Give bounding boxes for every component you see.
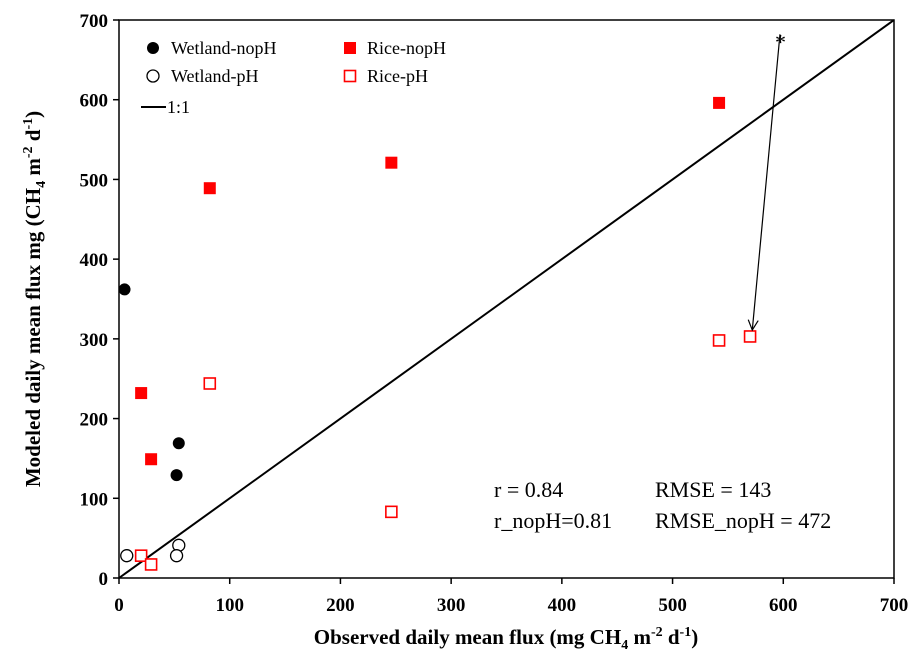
stat-rmse: RMSE = 143	[655, 477, 771, 502]
x-axis-title: Observed daily mean flux (mg CH4 m-2 d-1…	[314, 625, 698, 653]
x-tick-label: 200	[326, 595, 355, 616]
plot-frame	[118, 19, 895, 579]
x-axis-title-main: Observed daily mean flux (mg CH	[314, 625, 621, 649]
legend-marker-wetland-pH	[146, 69, 160, 83]
legend-label-wetland-pH: Wetland-pH	[171, 66, 259, 86]
y-tick-label: 500	[80, 170, 109, 191]
legend: Wetland-nopH Wetland-pH 1:1 Rice-nopH Ri…	[141, 38, 446, 117]
stat-rmse-nopH: RMSE_nopH = 472	[655, 508, 831, 533]
x-tick-label: 0	[114, 595, 124, 616]
y-axis-title-sub: 4	[34, 181, 49, 188]
point-rice-noph	[203, 182, 216, 195]
y-axis-title-sup2: -1	[21, 118, 36, 130]
point-wetland-ph	[169, 549, 184, 563]
point-rice-noph	[135, 387, 148, 400]
x-axis-title-end: )	[691, 625, 698, 649]
y-axis-title-mid: m	[21, 158, 45, 181]
x-axis-title-sup2: -1	[680, 625, 692, 640]
point-wetland-ph	[120, 549, 134, 563]
y-axis-title-main: Modeled daily mean flux mg (CH	[21, 188, 45, 487]
point-rice-noph	[713, 96, 726, 109]
annotation-asterisk: *	[775, 29, 786, 54]
point-wetland-noph	[118, 283, 131, 296]
y-tick-label: 100	[80, 489, 109, 510]
point-rice-ph	[712, 334, 726, 347]
legend-marker-wetland-nopH	[147, 42, 159, 54]
x-tick-label: 700	[880, 595, 909, 616]
x-tick-label: 100	[215, 595, 244, 616]
point-wetland-noph	[170, 469, 183, 482]
y-tick-label: 200	[80, 410, 109, 431]
point-rice-ph	[743, 330, 757, 343]
legend-label-wetland-nopH: Wetland-nopH	[171, 38, 277, 58]
annotation-arrow	[752, 34, 781, 330]
y-tick-label: 600	[80, 91, 109, 112]
y-tick-label: 400	[80, 250, 109, 271]
x-axis-title-sub: 4	[621, 638, 628, 653]
legend-marker-rice-pH	[343, 69, 357, 83]
point-wetland-noph	[172, 437, 185, 450]
x-tick-label: 400	[548, 595, 577, 616]
y-axis-title-mid2: d	[21, 129, 45, 146]
x-axis-title-sup1: -2	[651, 625, 663, 640]
y-tick-label: 700	[80, 11, 109, 32]
x-tick-label: 300	[437, 595, 466, 616]
x-axis-title-mid: m	[628, 625, 651, 649]
y-axis-ticks: 0 100 200 300 400 500 600 700	[80, 11, 119, 590]
x-axis-title-mid2: d	[663, 625, 680, 649]
point-rice-ph	[385, 505, 398, 519]
plot-area	[118, 19, 895, 579]
x-axis-ticks: 0 100 200 300 400 500 600 700	[114, 578, 908, 616]
point-rice-ph	[203, 377, 217, 390]
x-tick-label: 500	[658, 595, 687, 616]
point-rice-ph	[134, 549, 148, 562]
point-rice-noph	[145, 453, 158, 466]
legend-marker-rice-nopH	[344, 42, 356, 54]
y-axis-title-sup1: -2	[21, 146, 36, 158]
point-rice-noph	[385, 156, 398, 169]
stat-r-nopH: r_nopH=0.81	[494, 508, 612, 533]
legend-label-rice-nopH: Rice-nopH	[367, 38, 446, 58]
y-tick-label: 300	[80, 330, 109, 351]
legend-label-rice-pH: Rice-pH	[367, 66, 428, 86]
stat-r: r = 0.84	[494, 477, 563, 502]
x-tick-label: 600	[769, 595, 798, 616]
stats-annotation: r = 0.84 RMSE = 143 r_nopH=0.81 RMSE_nop…	[494, 477, 831, 533]
point-rice-ph	[144, 558, 158, 571]
reference-line-layer	[118, 19, 895, 579]
y-axis-title-end: )	[21, 111, 45, 118]
data-points-layer	[118, 96, 757, 571]
y-axis-title: Modeled daily mean flux mg (CH4 m-2 d-1)	[21, 111, 49, 487]
annotation-layer: *	[752, 29, 786, 330]
legend-label-1to1: 1:1	[167, 97, 190, 117]
one-to-one-line	[118, 19, 895, 579]
y-tick-label: 0	[99, 569, 109, 590]
